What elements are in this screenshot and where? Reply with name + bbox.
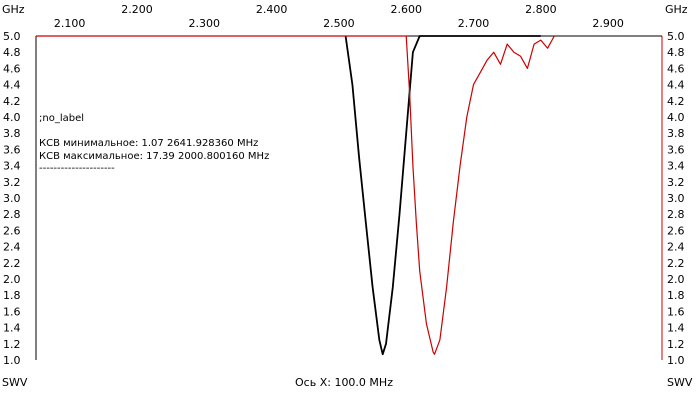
swr-min-info: КСВ минимальное: 1.07 2641.928360 MHz [39,138,258,149]
x-tick-upper: 2.600 [390,3,422,16]
y-tick-left: 1.8 [3,289,21,302]
y-tick-right: 4.8 [667,46,685,59]
y-tick-left: 2.6 [3,224,21,237]
y-tick-left: 2.8 [3,208,21,221]
x-tick-lower: 2.300 [189,17,221,30]
y-tick-left: 1.6 [3,305,21,318]
x-tick-upper: 2.200 [121,3,153,16]
y-tick-left: 3.0 [3,192,21,205]
y-tick-left: 3.2 [3,176,21,189]
y-tick-right: 4.0 [667,111,685,124]
y-tick-left: 3.6 [3,143,21,156]
y-tick-right: 3.4 [667,160,685,173]
x-tick-upper: 2.400 [256,3,288,16]
x-tick-upper: 2.800 [525,3,557,16]
y-tick-right: 1.0 [667,354,685,367]
y-tick-left: 5.0 [3,30,21,43]
swr-series-black [344,35,541,356]
y-tick-left: 2.2 [3,257,21,270]
y-tick-right: 5.0 [667,30,685,43]
info-separator: --------------------- [39,163,115,174]
x-unit-label: GHz [2,3,25,16]
y-tick-right: 1.2 [667,338,685,351]
y-tick-right: 1.4 [667,322,685,335]
y-tick-left: 3.8 [3,127,21,140]
x-tick-lower: 2.700 [458,17,490,30]
y-tick-right: 4.6 [667,62,685,75]
y-tick-right: 3.2 [667,176,685,189]
y-tick-right: 2.6 [667,224,685,237]
y-tick-left: 1.2 [3,338,21,351]
y-tick-left: 2.0 [3,273,21,286]
y-tick-right: 2.0 [667,273,685,286]
swr-series-red [36,35,555,355]
y-tick-left: 4.8 [3,46,21,59]
x-tick-lower: 2.100 [54,17,86,30]
x-tick-lower: 2.900 [592,17,624,30]
marker-label: ;no_label [39,113,84,124]
y-tick-right: 3.0 [667,192,685,205]
y-tick-left: 4.6 [3,62,21,75]
y-tick-left: 2.4 [3,241,21,254]
y-tick-right: 4.2 [667,95,685,108]
y-tick-right: 3.8 [667,127,685,140]
y-tick-left: 4.4 [3,79,21,92]
x-unit-label-right: GHz [665,3,688,16]
y-unit-left-label: SWV [2,376,28,389]
x-tick-lower: 2.500 [323,17,355,30]
y-unit-right-label: SWV [667,376,693,389]
swr-max-info: КСВ максимальное: 17.39 2000.800160 MHz [39,151,269,162]
y-tick-right: 2.8 [667,208,685,221]
y-tick-right: 2.2 [667,257,685,270]
y-tick-right: 1.8 [667,289,685,302]
y-tick-right: 1.6 [667,305,685,318]
y-tick-left: 3.4 [3,160,21,173]
y-tick-right: 3.6 [667,143,685,156]
y-tick-left: 1.4 [3,322,21,335]
y-tick-left: 4.2 [3,95,21,108]
x-axis-label: Ось X: 100.0 MHz [295,376,393,389]
y-tick-left: 4.0 [3,111,21,124]
y-tick-right: 2.4 [667,241,685,254]
y-tick-left: 1.0 [3,354,21,367]
y-tick-right: 4.4 [667,79,685,92]
